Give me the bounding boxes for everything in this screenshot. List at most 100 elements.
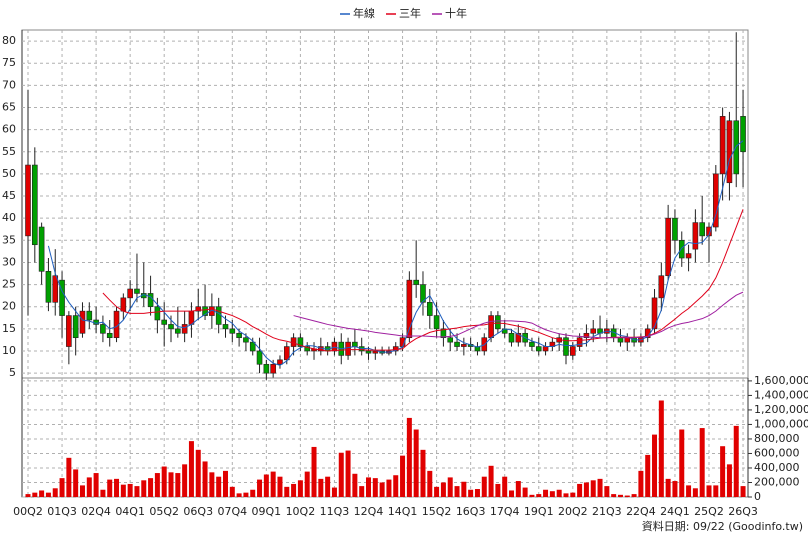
y-tick-label: 60	[2, 123, 16, 136]
candle-body	[181, 324, 188, 334]
volume-bar	[257, 479, 263, 497]
y2-tick-label: 600,000	[754, 446, 800, 459]
candle-body	[535, 346, 542, 352]
volume-bar	[93, 473, 99, 497]
candle-body	[175, 328, 181, 334]
volume-bar	[713, 485, 719, 497]
volume-bar	[393, 475, 399, 497]
candle-body	[685, 253, 692, 259]
candle-body	[202, 306, 208, 316]
x-tick-label: 22Q4	[626, 505, 656, 518]
volume-bar	[39, 490, 45, 497]
candle-body	[86, 310, 93, 321]
volume-bar	[148, 478, 154, 497]
volume-bar	[645, 454, 651, 497]
y2-tick-label: 400,000	[754, 461, 800, 474]
candle-body	[297, 337, 304, 347]
volume-bar	[59, 478, 65, 497]
y-tick-label: 20	[2, 300, 16, 313]
candle-body	[79, 310, 86, 334]
volume-bar	[331, 487, 337, 497]
candle-body	[420, 284, 426, 303]
candle-body	[426, 301, 433, 316]
plot-frame	[21, 29, 749, 498]
candle-body	[413, 279, 419, 285]
y-tick-label: 15	[2, 322, 16, 335]
volume-bar	[45, 492, 51, 497]
x-tick-label: 17Q4	[490, 505, 520, 518]
volume-bar	[209, 472, 215, 497]
volume-bar	[284, 486, 290, 497]
candle-body	[569, 346, 576, 356]
candle-body	[59, 279, 65, 316]
candle-body	[406, 279, 413, 339]
volume-bar	[597, 478, 603, 497]
volume-bar	[488, 465, 494, 497]
volume-bar	[447, 477, 453, 497]
volume-bar	[168, 472, 174, 497]
volume-bar	[175, 473, 181, 497]
volume-bar	[52, 488, 58, 497]
volume-bar	[543, 489, 549, 497]
candle-body	[542, 346, 549, 352]
candle-body	[195, 306, 202, 312]
volume-bar	[297, 480, 303, 497]
ma-line	[47, 140, 744, 366]
candle-body	[100, 324, 106, 334]
volume-bar	[611, 494, 617, 497]
candle-body	[147, 293, 154, 308]
x-tick-label: 10Q2	[286, 505, 316, 518]
candle-body	[243, 337, 249, 343]
volume-bar	[222, 470, 228, 497]
legend-label: 三年	[399, 6, 421, 20]
candle-body	[590, 328, 597, 334]
candle-body	[134, 288, 140, 294]
volume-bar	[454, 486, 460, 497]
volume-bar	[79, 485, 85, 497]
volume-bar	[32, 492, 38, 497]
volume-bar	[195, 449, 201, 497]
volume-bar	[372, 478, 378, 497]
legend-label: 年線	[353, 6, 375, 20]
volume-bar	[86, 477, 92, 497]
volume-bar	[658, 400, 664, 497]
volume-bar	[304, 471, 310, 497]
x-tick-label: 05Q2	[149, 505, 179, 518]
x-tick-label: 02Q4	[81, 505, 111, 518]
volume-bar	[427, 470, 433, 497]
y2-tick-label: 1,600,000	[754, 374, 808, 387]
volume-bar	[420, 449, 426, 497]
x-tick-label: 07Q4	[217, 505, 247, 518]
y-tick-label: 10	[2, 344, 16, 357]
volume-bar	[134, 486, 140, 497]
volume-bar	[468, 489, 474, 497]
x-tick-label: 00Q2	[13, 505, 43, 518]
volume-bar	[604, 486, 610, 497]
x-tick-label: 24Q1	[660, 505, 690, 518]
volume-bar	[461, 481, 467, 497]
candle-body	[706, 226, 712, 237]
volume-bar	[474, 489, 480, 497]
candle-body	[461, 344, 467, 347]
volume-bar	[345, 450, 351, 497]
volume-bar	[522, 487, 528, 497]
candle-body	[66, 315, 72, 347]
candle-body	[617, 337, 624, 343]
volume-bar	[277, 476, 283, 497]
candle-body	[120, 297, 127, 312]
volume-bar	[73, 469, 79, 497]
volume-bar	[406, 417, 412, 497]
candle-body	[672, 217, 678, 241]
candle-body	[692, 222, 699, 250]
volume-bar	[359, 486, 365, 497]
volume-bar	[291, 483, 297, 497]
candle-body	[38, 226, 45, 272]
candle-body	[365, 350, 372, 354]
y2-tick-label: 800,000	[754, 432, 800, 445]
volume-bar	[549, 491, 555, 497]
volume-bar	[188, 441, 194, 497]
y2-tick-label: 1,000,000	[754, 417, 808, 430]
volume-bar	[706, 485, 712, 497]
volume-bar	[679, 429, 685, 497]
volume-bar	[686, 485, 692, 497]
